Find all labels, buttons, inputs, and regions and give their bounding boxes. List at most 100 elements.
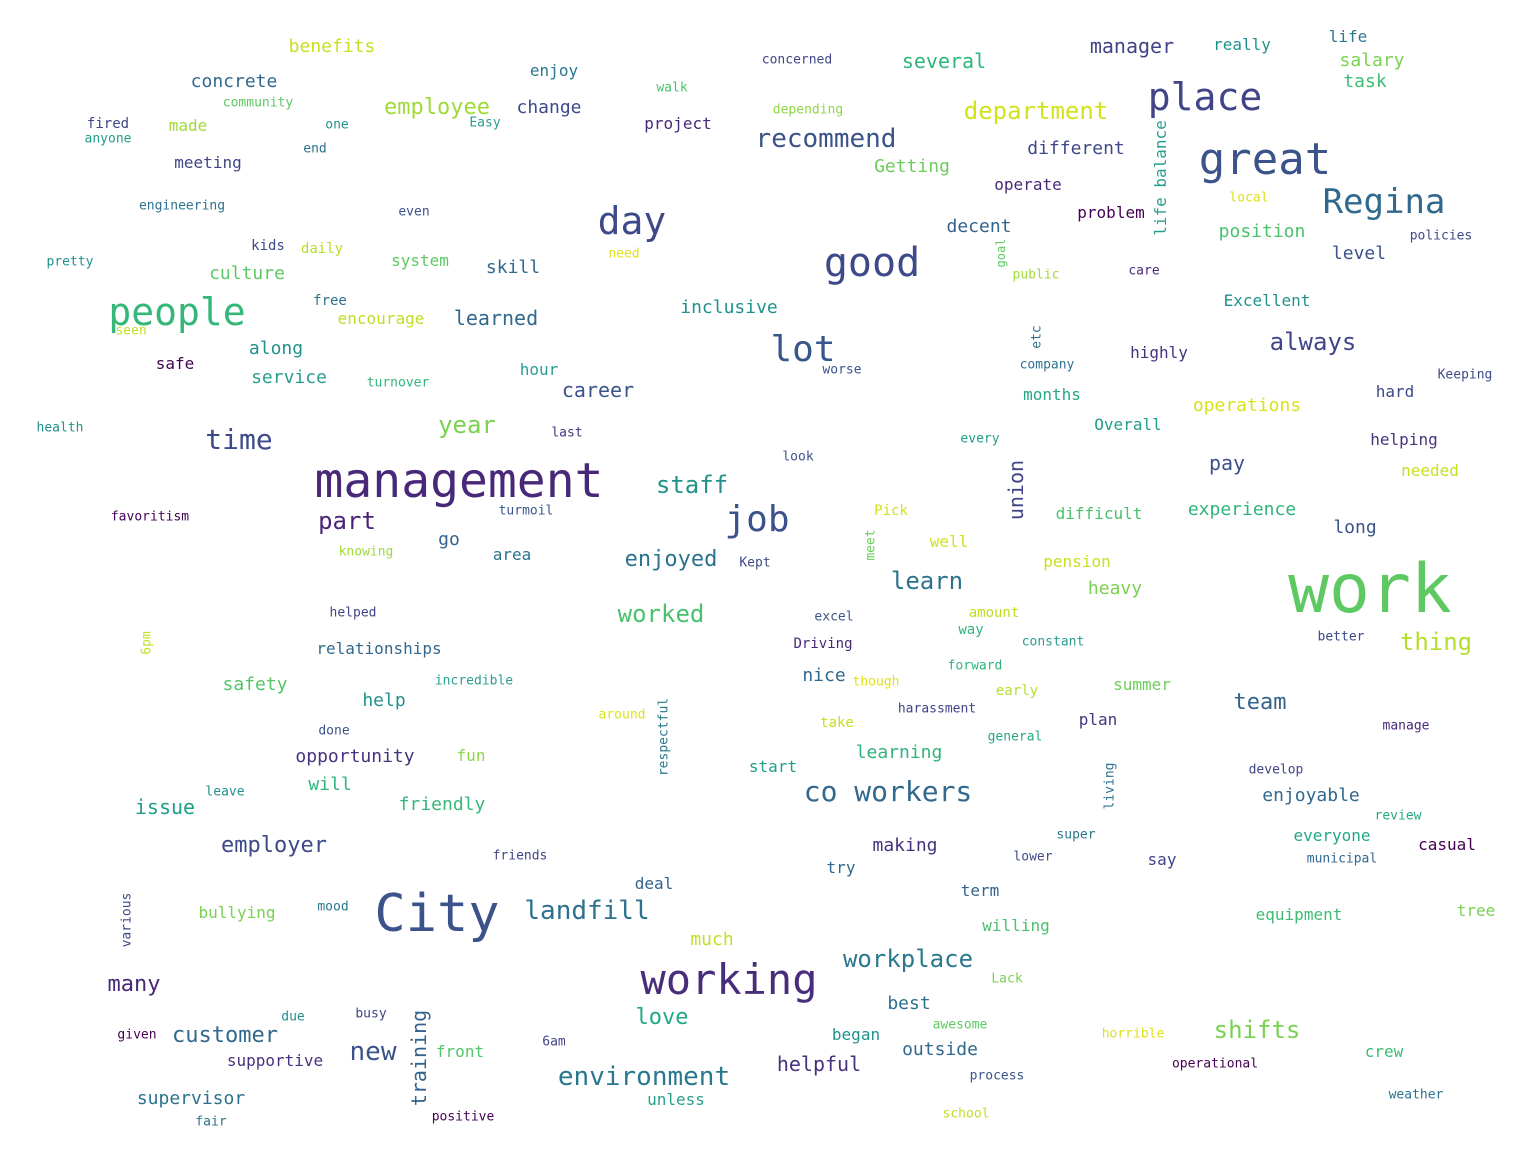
word-position: position — [1218, 221, 1306, 242]
word-decent: decent — [946, 216, 1012, 237]
word-given: given — [117, 1027, 157, 1043]
word-customer: customer — [172, 1023, 278, 1048]
word-due: due — [281, 1009, 305, 1025]
word-say: say — [1147, 850, 1177, 869]
word-long: long — [1333, 517, 1377, 538]
word-people: people — [108, 290, 246, 334]
word-amount: amount — [968, 605, 1020, 621]
word-done: done — [318, 723, 350, 739]
word-career: career — [561, 378, 635, 402]
word-benefits: benefits — [288, 36, 376, 57]
word-began: began — [831, 1025, 881, 1044]
word-public: public — [1012, 267, 1060, 283]
word-much: much — [690, 929, 734, 950]
word-along: along — [248, 338, 304, 359]
word-walk: walk — [656, 80, 688, 96]
word-great: great — [1198, 134, 1332, 185]
word-safe: safe — [155, 354, 195, 373]
word-difficult: difficult — [1055, 504, 1143, 523]
word-forward: forward — [947, 658, 1003, 674]
word-employer: employer — [221, 833, 327, 858]
word-kept: Kept — [739, 555, 771, 571]
word-shifts: shifts — [1213, 1016, 1301, 1044]
word-inclusive: inclusive — [680, 297, 778, 318]
word-operational: operational — [1171, 1056, 1259, 1072]
word-process: process — [969, 1068, 1025, 1084]
word-end: end — [303, 141, 327, 157]
word-turmoil: turmoil — [498, 503, 554, 519]
word-needed: needed — [1401, 461, 1459, 480]
word-friends: friends — [492, 848, 548, 864]
word-early: early — [995, 683, 1039, 699]
word-goal: goal — [994, 238, 1008, 268]
word-plan: plan — [1078, 710, 1118, 729]
word-various: various — [119, 892, 135, 948]
word-hour: hour — [519, 360, 559, 379]
word-overall: Overall — [1094, 415, 1162, 434]
word-try: try — [826, 858, 856, 877]
word-free: free — [313, 293, 347, 309]
word-excellent: Excellent — [1223, 291, 1311, 310]
word-getting: Getting — [874, 156, 950, 177]
word-nice: nice — [802, 665, 846, 686]
word-concrete: concrete — [190, 71, 278, 92]
word-time: time — [205, 423, 273, 456]
word-helping: helping — [1370, 430, 1438, 449]
word-awesome: awesome — [932, 1017, 988, 1033]
word-manager: manager — [1089, 34, 1175, 58]
word-help: help — [362, 690, 406, 711]
word-life-balance: life balance — [1151, 120, 1170, 236]
word-equipment: equipment — [1255, 905, 1343, 924]
word-workplace: workplace — [842, 945, 974, 973]
word-employee: employee — [384, 95, 490, 120]
word-need: need — [608, 246, 640, 262]
word-always: always — [1269, 328, 1357, 356]
word-mood: mood — [317, 899, 349, 915]
word-made: made — [168, 116, 208, 135]
word-way: way — [958, 622, 984, 638]
word-horrible: horrible — [1101, 1026, 1165, 1042]
word-term: term — [960, 881, 1000, 900]
word-crew: crew — [1364, 1042, 1404, 1061]
word-many: many — [107, 972, 161, 997]
word-good: good — [823, 240, 921, 286]
word-turnover: turnover — [366, 375, 430, 391]
word-better: better — [1317, 629, 1365, 645]
word-enjoyable: enjoyable — [1262, 785, 1360, 806]
word-team: team — [1233, 690, 1287, 715]
word-positive: positive — [431, 1109, 495, 1125]
word-lot: lot — [770, 329, 836, 370]
word-incredible: incredible — [434, 673, 514, 689]
word-thing: thing — [1399, 628, 1473, 656]
word-area: area — [492, 545, 532, 564]
word-keeping: Keeping — [1437, 367, 1493, 383]
word-tree: tree — [1456, 901, 1496, 920]
word-best: best — [887, 993, 931, 1014]
word-management: management — [314, 453, 604, 509]
word-review: review — [1374, 808, 1422, 824]
word-staff: staff — [655, 471, 729, 499]
word-around: around — [598, 707, 646, 723]
word-part: part — [318, 507, 376, 535]
word-well: well — [929, 532, 969, 551]
word-willing: willing — [982, 916, 1050, 935]
word-local: local — [1229, 190, 1269, 206]
word-learn: learn — [890, 567, 964, 595]
word-making: making — [872, 835, 938, 856]
word-operations: operations — [1192, 395, 1302, 416]
word-start: start — [748, 757, 798, 776]
word-department: department — [963, 97, 1109, 125]
word-seen: seen — [115, 323, 147, 339]
word-though: though — [852, 674, 900, 690]
word-place: place — [1147, 75, 1263, 119]
word-training: training — [407, 1009, 431, 1107]
word-kids: kids — [251, 238, 285, 254]
word-really: really — [1213, 35, 1271, 54]
word-relationships: relationships — [316, 639, 442, 658]
word-engineering: engineering — [138, 198, 226, 214]
word-driving: Driving — [793, 636, 853, 652]
word-respectful: respectful — [656, 697, 672, 777]
word-knowing: knowing — [338, 544, 394, 560]
word-salary: salary — [1339, 50, 1405, 71]
word-encourage: encourage — [337, 309, 425, 328]
